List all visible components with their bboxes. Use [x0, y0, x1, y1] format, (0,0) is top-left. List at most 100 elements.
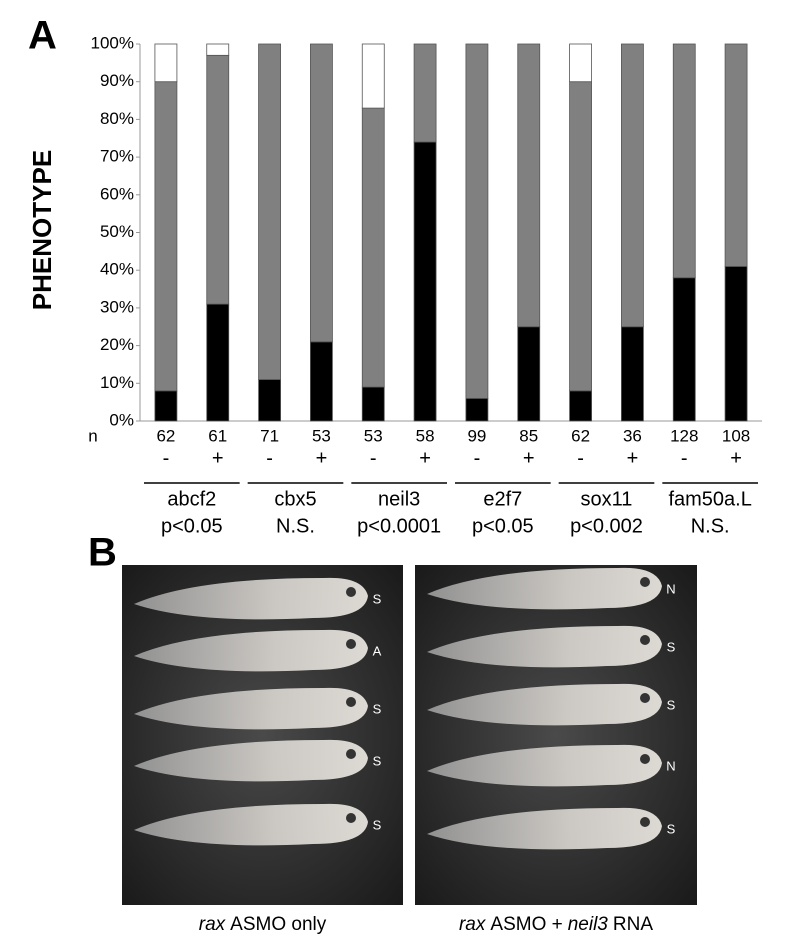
tadpole-eye [640, 693, 650, 703]
phenotype-letter: S [373, 591, 382, 606]
y-tick-label: 20% [100, 335, 134, 354]
y-tick-label: 100% [91, 33, 134, 52]
phenotype-letter: S [667, 821, 676, 836]
x-tick-label: + [730, 447, 742, 469]
bar-segment [154, 81, 178, 392]
x-tick-label: - [474, 447, 481, 469]
x-tick-label: + [316, 447, 328, 469]
y-axis-label: PHENOTYPE [27, 150, 57, 310]
n-value: 62 [571, 426, 590, 445]
panel-label: B [88, 531, 117, 575]
y-tick-label: 70% [100, 147, 134, 166]
bar-segment [310, 341, 333, 422]
tadpole [134, 803, 368, 846]
photo-caption: rax ASMO + neil3 RNA [459, 914, 653, 935]
x-tick-label: - [163, 447, 170, 469]
bar-segment [517, 326, 541, 422]
bar-segment [206, 303, 230, 422]
bar-segment [569, 43, 592, 83]
caption-part: RNA [613, 914, 653, 935]
bar-segment [672, 277, 696, 422]
tadpole [427, 625, 662, 668]
photo [122, 565, 403, 905]
tadpole [427, 744, 662, 787]
tadpole-eye [640, 635, 650, 645]
caption-part: neil3 [568, 914, 609, 935]
n-value: 53 [364, 426, 383, 445]
phenotype-letter: A [373, 643, 382, 658]
bar-segment [672, 43, 696, 279]
bar-segment [154, 43, 178, 83]
phenotype-letter: S [373, 753, 382, 768]
bar-segment [413, 43, 437, 143]
y-tick-label: 10% [100, 373, 134, 392]
caption-part: rax [459, 914, 487, 935]
y-tick-label: 0% [109, 410, 134, 429]
tadpole [427, 567, 662, 610]
group-stat: p<0.05 [472, 515, 534, 537]
n-value: 128 [670, 426, 698, 445]
bar-segment [361, 43, 385, 109]
tadpole-eye [346, 639, 356, 649]
tadpole-eye [640, 754, 650, 764]
group-name: sox11 [581, 488, 633, 510]
bar-segment [569, 81, 592, 392]
x-tick-label: - [681, 447, 688, 469]
y-tick-label: 60% [100, 184, 134, 203]
tadpole [134, 687, 368, 730]
bar-segment [517, 43, 541, 328]
n-value: 53 [312, 426, 331, 445]
phenotype-letter: S [373, 817, 382, 832]
bar-segment [258, 43, 281, 380]
tadpole [134, 739, 368, 782]
bar-segment [621, 43, 644, 328]
group-stat: p<0.0001 [357, 515, 441, 537]
group-name: fam50a.L [668, 488, 751, 510]
panel-label: A [28, 14, 57, 58]
caption-part: ASMO only [230, 914, 327, 935]
phenotype-letter: S [373, 701, 382, 716]
tadpole-eye [640, 817, 650, 827]
group-name: neil3 [378, 488, 420, 510]
n-value: 36 [623, 426, 642, 445]
phenotype-letter: S [667, 639, 676, 654]
n-value: 71 [260, 426, 279, 445]
phenotype-letter: S [667, 697, 676, 712]
n-value: 61 [208, 426, 227, 445]
x-tick-label: + [627, 447, 639, 469]
bar-segment [465, 397, 489, 422]
bar-segment [724, 266, 748, 422]
bar-segment [621, 326, 644, 422]
bar-segment [413, 141, 437, 422]
group-stat: p<0.002 [570, 515, 643, 537]
x-tick-label: + [419, 447, 431, 469]
tadpole [134, 629, 368, 672]
bar-segment [154, 390, 178, 422]
n-value: 85 [519, 426, 538, 445]
x-tick-label: + [523, 447, 535, 469]
group-name: abcf2 [167, 488, 216, 510]
tadpole [427, 683, 662, 726]
group-stat: p<0.05 [161, 515, 223, 537]
bar-segment [361, 107, 385, 388]
bar-segment [206, 43, 230, 56]
phenotype-letter: N [666, 581, 675, 596]
caption-part: ASMO + [490, 914, 562, 935]
group-name: cbx5 [274, 488, 316, 510]
n-value: 108 [722, 426, 750, 445]
n-label: n [88, 426, 97, 445]
y-tick-label: 50% [100, 222, 134, 241]
x-tick-label: - [577, 447, 584, 469]
bar-segment [310, 43, 333, 343]
n-value: 58 [416, 426, 435, 445]
bar-segment [258, 379, 281, 422]
y-tick-label: 40% [100, 260, 134, 279]
phenotype-letter: N [666, 758, 675, 773]
bar-segment [206, 54, 230, 305]
x-tick-label: - [370, 447, 377, 469]
y-tick-label: 90% [100, 71, 134, 90]
x-tick-label: - [266, 447, 273, 469]
caption-part: rax [199, 914, 227, 935]
tadpole [134, 577, 368, 620]
